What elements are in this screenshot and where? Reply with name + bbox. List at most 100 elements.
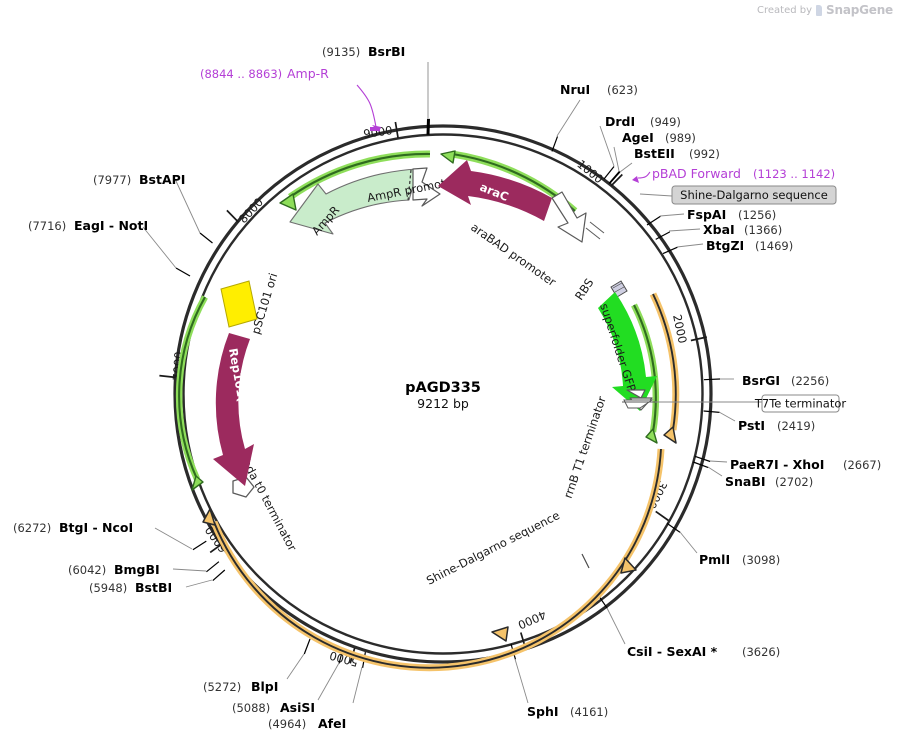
feature-label-rrnb-t1: rrnB T1 terminator xyxy=(561,394,609,500)
axis-tick-label: 8000 xyxy=(236,195,266,226)
enzyme-position: (989) xyxy=(665,131,696,145)
enzyme-name: PaeR7I - XhoI xyxy=(730,457,824,472)
enzyme-name: AgeI xyxy=(622,130,654,145)
axis-tick-label: 9000 xyxy=(362,123,393,141)
enzyme-label-psti[interactable]: PstI (2419) xyxy=(738,418,815,433)
arc-orange-upper xyxy=(649,292,680,444)
enzyme-position: (4964) xyxy=(268,717,306,731)
enzyme-label-eagi-noti[interactable]: (7716) EagI - NotI xyxy=(28,218,148,233)
enzyme-name: SphI xyxy=(527,704,559,719)
enzyme-label-bsrbi[interactable]: (9135) BsrBI xyxy=(322,44,405,59)
enzyme-name: BsrBI xyxy=(368,44,405,59)
enzyme-label-csii-sexai[interactable]: CsiI - SexAI * (3626) xyxy=(627,644,780,659)
watermark-prefix: Created by xyxy=(757,4,813,16)
enzyme-label-bstapi[interactable]: (7977) BstAPI xyxy=(93,172,185,187)
snapgene-watermark: Created by SnapGene xyxy=(757,3,893,17)
boxed-label-shine-dalgarno[interactable]: Shine-Dalgarno sequence xyxy=(671,185,837,205)
enzyme-name: BstBI xyxy=(135,580,172,595)
feature-label-arabad-promoter: araBAD promoter xyxy=(468,220,559,289)
enzyme-position: (2702) xyxy=(775,475,813,489)
feature-rrnb-t1-terminator[interactable]: rrnB T1 terminator xyxy=(561,389,656,500)
boxed-label-t7te-terminator[interactable]: T7Te terminator xyxy=(754,394,847,413)
enzyme-position: (2256) xyxy=(791,374,829,388)
enzyme-position: (1256) xyxy=(738,208,776,222)
enzyme-label-pmli[interactable]: PmlI (3098) xyxy=(699,552,780,567)
feature-label-sd-bottom: Shine-Dalgarno sequence xyxy=(424,508,562,588)
enzyme-name: PmlI xyxy=(699,552,730,567)
enzyme-label-fspai[interactable]: FspAI (1256) xyxy=(687,207,776,222)
enzyme-position: (7716) xyxy=(28,219,66,233)
primer-name: Amp-R xyxy=(287,66,329,81)
enzyme-label-afei[interactable]: (4964) AfeI xyxy=(268,716,346,731)
enzyme-label-sphi[interactable]: SphI (4161) xyxy=(527,704,608,719)
enzyme-label-btgzi[interactable]: BtgZI (1469) xyxy=(706,238,793,253)
axis-tick-2000: 2000 xyxy=(670,313,707,345)
enzyme-label-bsrgi[interactable]: BsrGI (2256) xyxy=(742,373,829,388)
enzyme-label-asisi[interactable]: (5088) AsiSI xyxy=(232,700,315,715)
plasmid-backbone xyxy=(173,124,713,664)
enzyme-position: (1469) xyxy=(755,239,793,253)
enzyme-position: (5272) xyxy=(203,680,241,694)
enzyme-name: SnaBI xyxy=(725,474,766,489)
boxed-label-text: T7Te terminator xyxy=(754,397,847,411)
enzyme-label-nrui[interactable]: NruI (623) xyxy=(560,82,638,97)
enzyme-name: BtgZI xyxy=(706,238,744,253)
enzyme-name: BstAPI xyxy=(139,172,185,187)
enzyme-position: (2667) xyxy=(843,458,881,472)
watermark-brand: SnapGene xyxy=(826,3,893,17)
enzyme-label-snabi[interactable]: SnaBI (2702) xyxy=(725,474,813,489)
cut-site-ticks xyxy=(175,118,721,669)
primer-position: (8844 .. 8863) xyxy=(200,67,282,81)
arc-gfp-transcript xyxy=(631,303,660,444)
enzyme-position: (3626) xyxy=(742,645,780,659)
plasmid-title-group: pAGD335 9212 bp xyxy=(405,380,481,411)
enzyme-name: DrdI xyxy=(605,114,635,129)
enzyme-position: (623) xyxy=(607,83,638,97)
enzyme-name: EagI - NotI xyxy=(74,218,148,233)
enzyme-position: (2419) xyxy=(777,419,815,433)
enzyme-position: (5948) xyxy=(89,581,127,595)
enzyme-name: BstEII xyxy=(634,146,675,161)
enzyme-name: CsiI - SexAI * xyxy=(627,644,718,659)
enzyme-label-paer7i-xhoi[interactable]: PaeR7I - XhoI (2667) xyxy=(730,457,881,472)
primer-label-amp-r[interactable]: (8844 .. 8863) Amp-R xyxy=(200,66,329,81)
enzyme-label-bmgbi[interactable]: (6042) BmgBI xyxy=(68,562,160,577)
enzyme-position: (5088) xyxy=(232,701,270,715)
enzyme-label-agei[interactable]: AgeI (989) xyxy=(622,130,696,145)
enzyme-label-bstbi[interactable]: (5948) BstBI xyxy=(89,580,172,595)
feature-sd-bottom[interactable]: Shine-Dalgarno sequence xyxy=(424,508,590,588)
enzyme-position: (3098) xyxy=(742,553,780,567)
enzyme-label-xbai[interactable]: XbaI (1366) xyxy=(703,222,782,237)
arc-ampr-transcript xyxy=(279,150,431,211)
feature-label-rbs: RBS xyxy=(572,276,596,303)
arc-rep101-transcript xyxy=(175,295,208,491)
axis-tick-label: 4000 xyxy=(516,608,548,633)
enzyme-name: FspAI xyxy=(687,207,726,222)
primer-position: (1123 .. 1142) xyxy=(753,167,835,181)
snapgene-logo-icon xyxy=(816,4,823,16)
enzyme-position: (6042) xyxy=(68,563,106,577)
enzyme-position: (4161) xyxy=(570,705,608,719)
enzyme-label-bsteii[interactable]: BstEII (992) xyxy=(634,146,720,161)
enzyme-name: BsrGI xyxy=(742,373,780,388)
enzyme-label-blpi[interactable]: (5272) BlpI xyxy=(203,679,278,694)
enzyme-label-btgi-ncoi[interactable]: (6272) BtgI - NcoI xyxy=(13,520,133,535)
enzyme-position: (992) xyxy=(689,147,720,161)
primer-label-pbad-forward[interactable]: pBAD Forward (1123 .. 1142) xyxy=(652,166,835,181)
enzyme-name: NruI xyxy=(560,82,590,97)
enzyme-name: BtgI - NcoI xyxy=(59,520,133,535)
feature-rep101[interactable]: Rep101(Ts) xyxy=(213,333,254,486)
axis-tick-8000: 8000 xyxy=(226,195,266,226)
feature-arac[interactable]: araC xyxy=(438,160,552,221)
enzyme-name: AsiSI xyxy=(280,700,315,715)
axis-tick-label: 1000 xyxy=(574,157,606,186)
feature-psc101-ori[interactable]: pSC101 ori xyxy=(220,271,280,336)
enzyme-position: (949) xyxy=(650,115,681,129)
plasmid-size: 9212 bp xyxy=(417,396,469,411)
enzyme-name: PstI xyxy=(738,418,765,433)
enzyme-label-drdi[interactable]: DrdI (949) xyxy=(605,114,681,129)
axis-tick-1000: 1000 xyxy=(574,157,623,187)
feature-ampr[interactable]: AmpR xyxy=(289,168,419,238)
primer-name: pBAD Forward xyxy=(652,166,741,181)
